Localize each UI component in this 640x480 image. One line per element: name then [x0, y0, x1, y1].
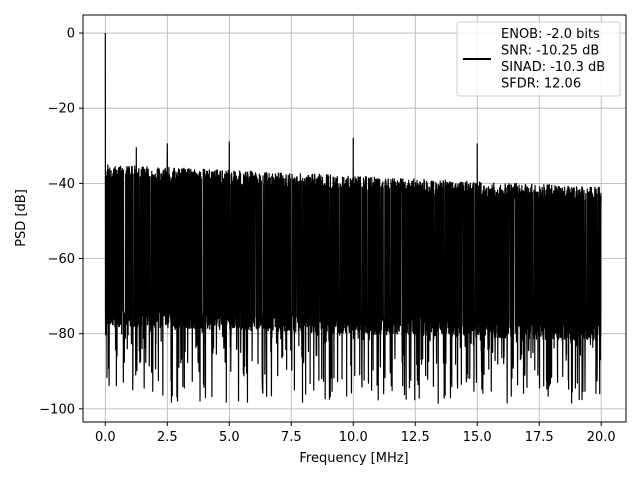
y-tick-label: −100 — [39, 402, 75, 417]
x-tick-label: 10.0 — [339, 430, 368, 445]
legend-entry-label: ENOB: -2.0 bits SNR: -10.25 dB SINAD: -10.… — [501, 27, 605, 92]
y-tick-label: −40 — [48, 177, 75, 192]
legend-box — [456, 21, 621, 97]
x-tick-label: 7.5 — [281, 430, 302, 445]
x-tick-label: 17.5 — [525, 430, 554, 445]
x-axis-ticks: 0.0 2.5 5.0 7.5 10.0 12.5 15.0 17.5 20.0 — [95, 422, 616, 445]
psd-series-line — [104, 33, 602, 404]
legend: ENOB: -2.0 bits SNR: -10.25 dB SINAD: -10.… — [456, 21, 621, 97]
y-axis-ticks: 0 −20 −40 −60 −80 −100 — [39, 27, 83, 417]
y-axis-label: PSD [dB] — [14, 189, 29, 247]
x-tick-label: 12.5 — [401, 430, 430, 445]
plot-frame — [82, 14, 627, 423]
x-tick-label: 5.0 — [219, 430, 240, 445]
x-tick-label: 2.5 — [157, 430, 178, 445]
y-tick-label: −80 — [48, 327, 75, 342]
x-tick-label: 0.0 — [95, 430, 116, 445]
series-layer — [104, 33, 602, 404]
y-tick-label: −20 — [48, 102, 75, 117]
x-tick-label: 15.0 — [463, 430, 492, 445]
x-axis-label: Frequency [MHz] — [299, 451, 408, 466]
x-tick-label: 20.0 — [587, 430, 616, 445]
y-tick-label: 0 — [67, 27, 75, 42]
y-tick-label: −60 — [48, 252, 75, 267]
